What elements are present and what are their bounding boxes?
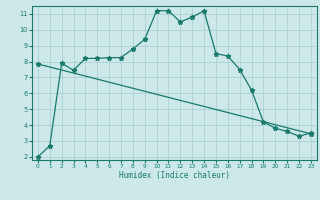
X-axis label: Humidex (Indice chaleur): Humidex (Indice chaleur) <box>119 171 230 180</box>
